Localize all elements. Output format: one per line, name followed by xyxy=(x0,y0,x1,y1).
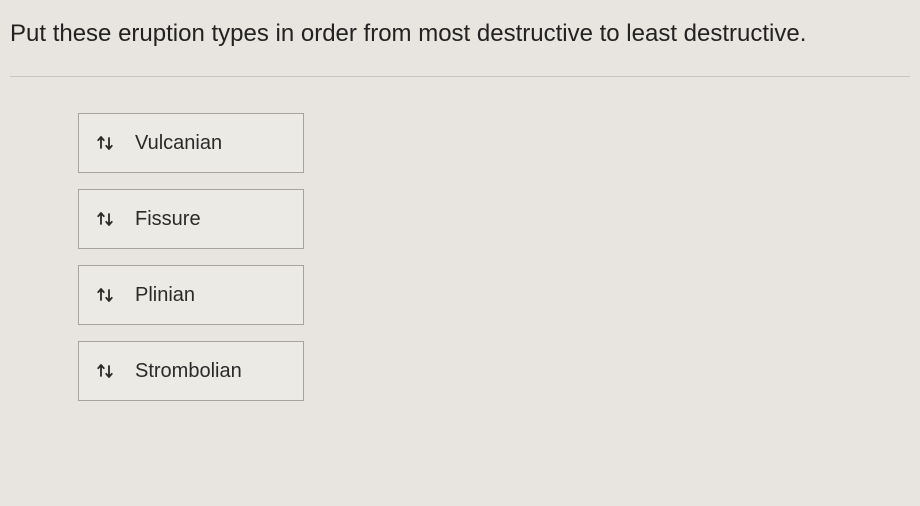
sortable-item-fissure[interactable]: Fissure xyxy=(78,189,304,249)
sortable-item-label: Strombolian xyxy=(135,360,242,383)
question-container: Put these eruption types in order from m… xyxy=(0,0,920,411)
sortable-item-plinian[interactable]: Plinian xyxy=(78,265,304,325)
sort-arrows-icon xyxy=(93,210,117,228)
sort-arrows-icon xyxy=(93,134,117,152)
sortable-item-label: Vulcanian xyxy=(135,132,222,155)
question-text: Put these eruption types in order from m… xyxy=(10,20,910,77)
sortable-item-strombolian[interactable]: Strombolian xyxy=(78,341,304,401)
sortable-list: Vulcanian Fissure Plinian xyxy=(10,113,910,401)
sortable-item-label: Plinian xyxy=(135,284,195,307)
sort-arrows-icon xyxy=(93,362,117,380)
sortable-item-vulcanian[interactable]: Vulcanian xyxy=(78,113,304,173)
sort-arrows-icon xyxy=(93,286,117,304)
sortable-item-label: Fissure xyxy=(135,208,201,231)
